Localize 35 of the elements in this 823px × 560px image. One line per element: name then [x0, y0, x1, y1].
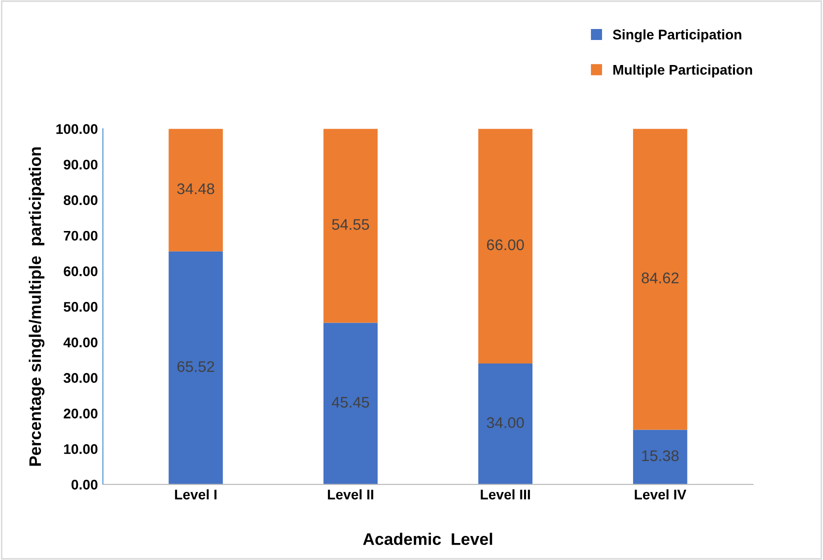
y-tick-label: 30.00 [64, 373, 98, 383]
bar [168, 128, 223, 252]
y-tick-label: 20.00 [64, 408, 98, 418]
y-tick-label: 40.00 [63, 337, 98, 348]
legend-label: Single Participation [612, 29, 742, 42]
bar [168, 251, 223, 484]
bar [478, 128, 532, 364]
x-tick-label: Level IV [634, 489, 686, 500]
y-tick-label: 0.00 [72, 480, 98, 490]
legend-label: Multiple Participation [613, 64, 752, 78]
data-label: 84.62 [642, 272, 679, 284]
y-axis-title: Percentage single/multiple participation [28, 147, 44, 466]
y-tick-label: 90.00 [64, 160, 98, 170]
y-tick-label: 70.00 [64, 230, 98, 241]
bar [323, 128, 378, 323]
y-tick-label: 100.00 [56, 124, 98, 134]
bar [478, 363, 532, 484]
data-label: 34.48 [177, 183, 214, 194]
x-tick-label: Level III [480, 489, 530, 500]
y-tick-label: 60.00 [64, 266, 98, 276]
data-label: 45.45 [332, 397, 370, 408]
y-tick-label: 10.00 [64, 444, 98, 454]
x-axis-title: Academic Level [363, 532, 492, 546]
y-tick-label: 80.00 [64, 195, 98, 206]
bar [633, 430, 688, 484]
data-label: 54.55 [332, 219, 370, 230]
data-label: 66.00 [487, 239, 524, 250]
data-label: 15.38 [642, 450, 679, 462]
data-label: 65.52 [177, 361, 214, 372]
bar [323, 322, 378, 484]
bar [633, 128, 688, 430]
x-tick-label: Level I [175, 489, 216, 500]
y-tick-label: 50.00 [64, 302, 98, 312]
x-tick-label: Level II [328, 489, 374, 500]
data-label: 34.00 [486, 417, 524, 428]
